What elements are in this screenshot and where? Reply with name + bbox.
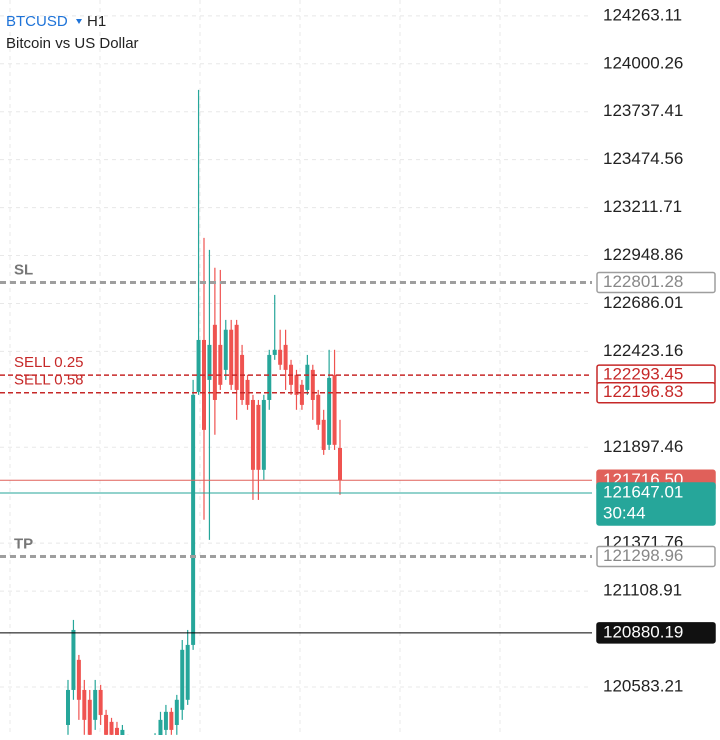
candle-body bbox=[98, 689, 103, 715]
candle-body bbox=[321, 419, 326, 450]
candle-body bbox=[223, 329, 228, 370]
price-box bbox=[596, 271, 716, 294]
candle-body bbox=[109, 721, 114, 735]
candle-body bbox=[261, 399, 266, 470]
y-tick-label: 124000.26 bbox=[603, 53, 683, 72]
candle-body bbox=[114, 727, 119, 735]
price-box-label: 122196.83 bbox=[603, 382, 683, 401]
symbol-dropdown-icon[interactable] bbox=[76, 19, 82, 24]
candle-body bbox=[316, 394, 321, 425]
candle-body bbox=[212, 324, 217, 400]
candle-body bbox=[240, 354, 245, 400]
price-line-label: SELL 0.25 bbox=[14, 354, 84, 371]
candle-body bbox=[272, 349, 277, 355]
candle-body bbox=[332, 374, 337, 445]
candle-body bbox=[174, 699, 179, 725]
candle-body bbox=[104, 714, 109, 735]
y-tick-label: 122423.16 bbox=[603, 341, 683, 360]
candle-body bbox=[283, 344, 288, 370]
candle-body bbox=[71, 629, 76, 690]
candle-body bbox=[294, 374, 299, 395]
y-tick-label: 123737.41 bbox=[603, 101, 683, 120]
price-box bbox=[596, 482, 716, 526]
price-line-label: SELL 0.58 bbox=[14, 372, 84, 389]
candle-body bbox=[163, 711, 168, 730]
candle-body bbox=[202, 339, 206, 430]
candle-body bbox=[278, 349, 283, 365]
price-line-label: SL bbox=[14, 261, 33, 278]
candle-body bbox=[76, 659, 81, 700]
candle-body bbox=[66, 689, 70, 725]
price-box bbox=[596, 622, 716, 644]
countdown: 30:44 bbox=[603, 503, 646, 522]
candle-body bbox=[267, 354, 272, 400]
price-box bbox=[596, 545, 716, 568]
y-tick-label: 122686.01 bbox=[603, 293, 683, 312]
candle-body bbox=[207, 344, 212, 380]
candle-body bbox=[82, 689, 87, 720]
candle-body bbox=[338, 447, 342, 481]
candle-body bbox=[245, 379, 250, 405]
y-tick-label: 124263.11 bbox=[603, 5, 682, 24]
price-box-label: 120880.19 bbox=[603, 622, 683, 641]
candle-body bbox=[87, 699, 92, 735]
price-boxes: 122801.28122293.45122196.83121716.501212… bbox=[596, 271, 716, 644]
candle-body bbox=[169, 711, 174, 730]
price-box bbox=[596, 381, 716, 404]
candle-body bbox=[256, 404, 261, 470]
candle-body bbox=[191, 394, 196, 645]
y-tick-label: 122948.86 bbox=[603, 245, 683, 264]
candle-body bbox=[158, 719, 163, 735]
y-tick-label: 121108.91 bbox=[603, 581, 682, 600]
y-tick-label: 123211.71 bbox=[603, 197, 682, 216]
candle-body bbox=[93, 689, 98, 720]
y-tick-label: 120583.21 bbox=[603, 676, 683, 695]
price-box-label: 122801.28 bbox=[603, 272, 683, 291]
grid bbox=[0, 0, 592, 735]
candles bbox=[66, 89, 342, 735]
y-tick-label: 123474.56 bbox=[603, 149, 683, 168]
candle-body bbox=[218, 344, 223, 385]
price-axis: 124263.11 124000.26 123737.41 123474.56 1232… bbox=[603, 5, 683, 695]
candle-body bbox=[310, 369, 315, 400]
candle-body bbox=[185, 644, 190, 700]
price-line-label: TP bbox=[14, 535, 33, 552]
candle-body bbox=[234, 324, 239, 390]
candle-body bbox=[229, 329, 234, 385]
y-tick-label: 121897.46 bbox=[603, 437, 683, 456]
candle-body bbox=[250, 399, 255, 470]
price-box-label: 122293.45 bbox=[603, 365, 683, 384]
candle-body bbox=[327, 377, 332, 445]
symbol[interactable]: BTCUSD bbox=[6, 13, 68, 30]
candle-body bbox=[196, 339, 201, 392]
price-box-label: 121647.01 bbox=[603, 482, 683, 501]
price-box-label: 121298.96 bbox=[603, 546, 683, 565]
candle-body bbox=[180, 649, 185, 710]
timeframe[interactable]: H1 bbox=[87, 13, 106, 30]
candle-body bbox=[299, 384, 304, 405]
candle-body bbox=[305, 364, 310, 390]
subtitle: Bitcoin vs US Dollar bbox=[6, 35, 139, 52]
candle-body bbox=[120, 729, 125, 735]
